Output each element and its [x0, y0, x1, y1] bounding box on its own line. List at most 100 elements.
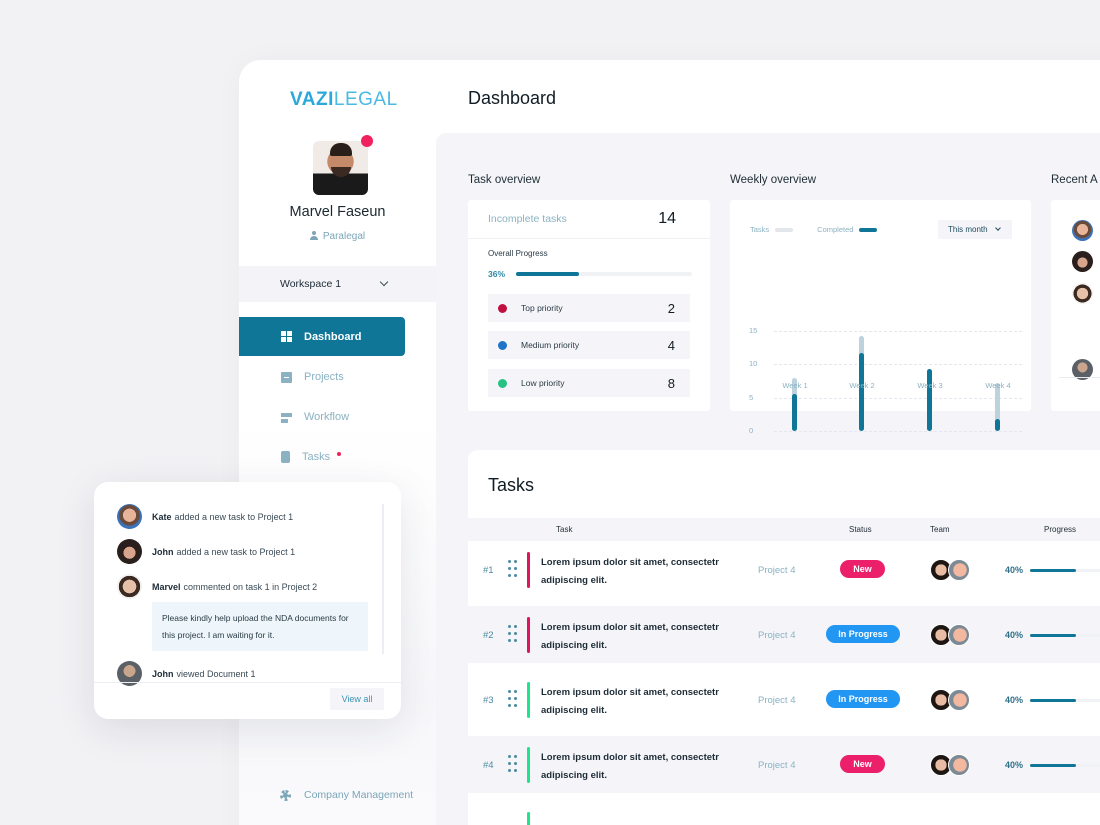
user-icon [309, 231, 318, 240]
workspace-select[interactable]: Workspace 1 [239, 266, 436, 302]
status-badge[interactable]: New [840, 560, 885, 578]
drag-handle-icon[interactable] [508, 560, 517, 577]
task-project[interactable]: Project 4 [758, 630, 796, 641]
column-header-status[interactable]: Status [849, 525, 872, 534]
sidebar-item-dashboard[interactable]: Dashboard [239, 317, 405, 356]
drag-handle-icon[interactable] [508, 690, 517, 707]
task-id: #4 [483, 760, 494, 771]
status-badge[interactable]: In Progress [826, 690, 900, 708]
activity-popup: Kate added a new task to Project 1 John ad… [94, 482, 401, 719]
gridline [774, 331, 1022, 332]
chevron-down-icon [995, 225, 1001, 231]
period-select[interactable]: This month [938, 220, 1012, 239]
gridline [774, 364, 1022, 366]
user-name: Marvel Faseun [289, 204, 386, 220]
task-id: #1 [483, 565, 494, 576]
table-row[interactable] [468, 801, 1100, 825]
task-project[interactable]: Project 4 [758, 760, 796, 771]
recent-activity-heading: Recent A [1051, 174, 1098, 186]
table-row[interactable]: #2 Lorem ipsum dolor sit amet, consectetr… [468, 606, 1100, 663]
priority-stripe [527, 617, 530, 653]
priority-row-low[interactable]: Low priority 8 [488, 369, 690, 397]
avatar-marvel [1072, 283, 1093, 304]
column-header-team[interactable]: Team [930, 525, 950, 534]
bar-completed[interactable] [995, 419, 1000, 431]
priority-dot-icon [498, 378, 507, 388]
team-avatars[interactable] [930, 624, 972, 646]
progress-percent: 40% [1005, 630, 1024, 640]
legend-swatch-completed [859, 227, 878, 232]
user-role: Paralegal [239, 231, 436, 242]
activity-text: commented on task 1 in Project 2 [183, 581, 318, 592]
activity-item[interactable]: Kate added a new task to Project 1 [117, 504, 293, 529]
activity-item[interactable]: Marvel commented on task 1 in Project 2 [117, 574, 317, 599]
view-all-button[interactable]: View all [330, 688, 384, 710]
incomplete-tasks-row: Incomplete tasks 14 [468, 200, 710, 239]
priority-stripe [527, 812, 530, 825]
task-description[interactable]: Lorem ipsum dolor sit amet, consectetr a… [541, 752, 719, 781]
drag-handle-icon[interactable] [508, 625, 517, 642]
column-header-task[interactable]: Task [556, 525, 573, 534]
sidebar-item-projects[interactable]: Projects [239, 357, 436, 397]
sidebar-item-tasks[interactable]: Tasks [239, 437, 436, 477]
task-description[interactable]: Lorem ipsum dolor sit amet, consectetr a… [541, 557, 719, 586]
avatar-kate [1072, 220, 1093, 241]
priority-row-top[interactable]: Top priority 2 [488, 294, 690, 322]
priority-count: 4 [667, 337, 675, 353]
table-row[interactable]: #3 Lorem ipsum dolor sit amet, consectetr… [468, 671, 1100, 728]
bar-completed[interactable] [859, 353, 864, 431]
avatar-marvel [117, 574, 142, 599]
divider [94, 682, 401, 683]
scrollbar[interactable] [382, 504, 384, 654]
period-select-label: This month [948, 225, 988, 234]
task-id: #2 [483, 630, 494, 641]
tasks-title: Tasks [488, 475, 535, 495]
task-description[interactable]: Lorem ipsum dolor sit amet, consectetr a… [541, 622, 719, 651]
table-row[interactable]: #4 Lorem ipsum dolor sit amet, consectetr… [468, 736, 1100, 793]
priority-dot-icon [498, 303, 507, 313]
status-badge[interactable]: In Progress [826, 625, 900, 643]
sidebar-item-company-management[interactable]: Company Management [280, 789, 413, 801]
bar-completed[interactable] [792, 394, 797, 431]
logo[interactable]: VAZILEGAL [290, 89, 398, 111]
sidebar-item-workflow[interactable]: Workflow [239, 397, 436, 437]
priority-count: 2 [667, 300, 675, 316]
progress-fill [1030, 569, 1076, 572]
priority-stripe [527, 747, 530, 783]
avatar[interactable] [313, 141, 368, 195]
avatar-kate [117, 504, 142, 529]
bar-tasks[interactable] [995, 383, 1000, 431]
activity-item[interactable]: John viewed Document 1 [117, 661, 256, 686]
priority-label: Medium priority [521, 340, 580, 350]
task-id: #3 [483, 695, 494, 706]
team-avatars[interactable] [930, 689, 972, 711]
priority-row-medium[interactable]: Medium priority 4 [488, 331, 690, 359]
activity-item[interactable]: John added a new task to Project 1 [117, 539, 295, 564]
task-overview-heading: Task overview [468, 174, 541, 186]
activity-actor: Kate [152, 511, 172, 522]
y-tick-label: 15 [749, 326, 758, 335]
drag-handle-icon[interactable] [508, 755, 517, 772]
status-badge[interactable]: New [840, 755, 885, 773]
progress-bar [1030, 699, 1100, 702]
bar-completed[interactable] [927, 369, 932, 431]
progress-percent: 40% [1005, 695, 1024, 705]
team-avatars[interactable] [930, 559, 972, 581]
weekly-chart: 0 5 10 15 Week 1 Week 2 Week 3 Week 4 [730, 200, 1031, 435]
comment-bubble: Please kindly help upload the NDA docume… [152, 602, 368, 651]
task-description[interactable]: Lorem ipsum dolor sit amet, consectetr a… [541, 687, 719, 716]
progress-bar [1030, 764, 1100, 767]
activity-text: added a new task to Project 1 [176, 546, 296, 557]
task-project[interactable]: Project 4 [758, 695, 796, 706]
sidebar: VAZILEGAL Marvel Faseun Paralegal Worksp… [239, 60, 436, 825]
team-avatars[interactable] [930, 754, 972, 776]
column-header-progress[interactable]: Progress [1044, 525, 1077, 534]
table-row[interactable]: #1 Lorem ipsum dolor sit amet, consectetr… [468, 541, 1100, 598]
divider [1059, 377, 1100, 378]
sidebar-item-label: Projects [304, 371, 344, 383]
avatar-john [117, 539, 142, 564]
priority-stripe [527, 682, 530, 718]
y-tick-label: 0 [749, 426, 754, 435]
task-project[interactable]: Project 4 [758, 565, 796, 576]
chevron-down-icon [379, 277, 389, 287]
